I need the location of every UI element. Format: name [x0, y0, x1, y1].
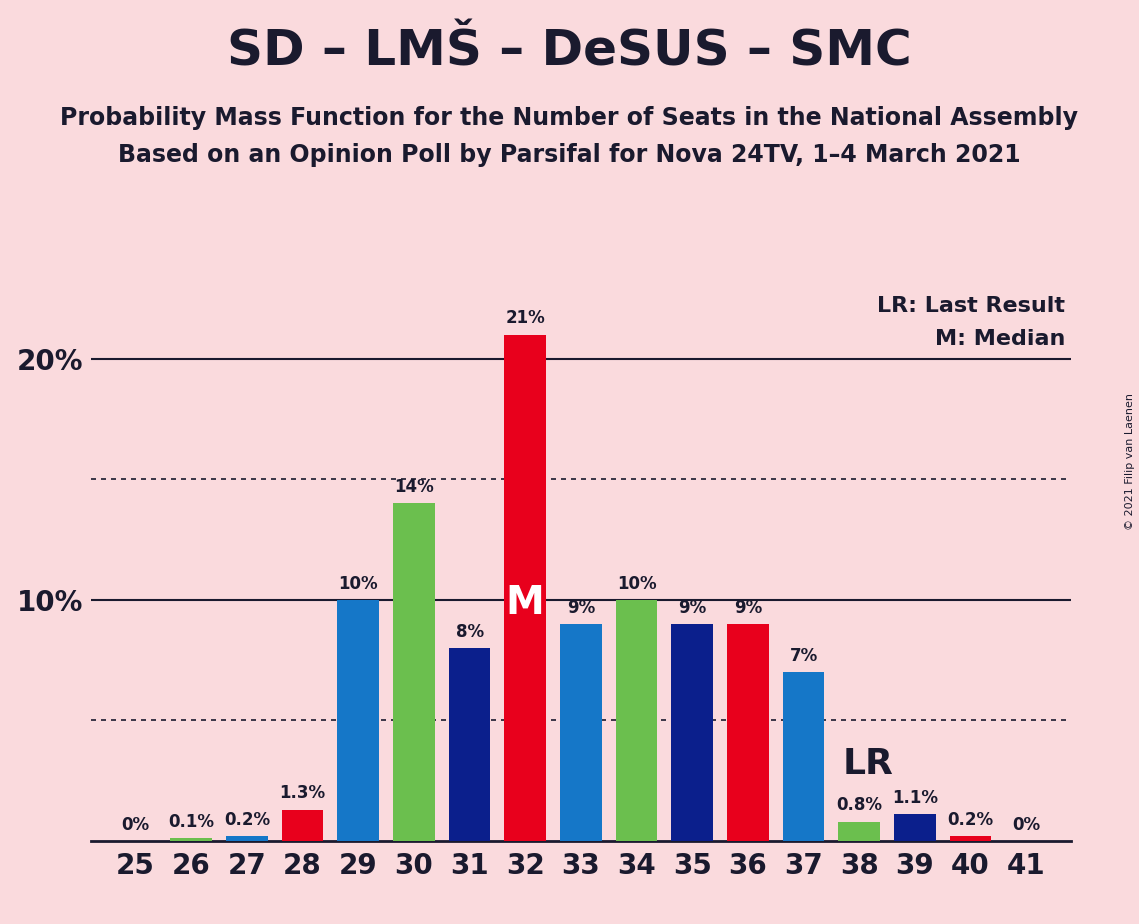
Bar [560, 624, 601, 841]
Bar [449, 648, 491, 841]
Text: 10%: 10% [338, 575, 378, 592]
Bar [393, 504, 435, 841]
Text: SD – LMŠ – DeSUS – SMC: SD – LMŠ – DeSUS – SMC [227, 28, 912, 76]
Text: 0.2%: 0.2% [224, 810, 270, 829]
Bar [671, 624, 713, 841]
Bar [337, 600, 379, 841]
Bar [727, 624, 769, 841]
Text: 7%: 7% [789, 647, 818, 665]
Text: 0%: 0% [122, 816, 149, 833]
Text: © 2021 Filip van Laenen: © 2021 Filip van Laenen [1125, 394, 1134, 530]
Bar [894, 814, 936, 841]
Text: 0.1%: 0.1% [169, 813, 214, 832]
Text: 0.8%: 0.8% [836, 796, 883, 814]
Text: 14%: 14% [394, 478, 434, 496]
Bar [281, 809, 323, 841]
Text: 1.1%: 1.1% [892, 789, 937, 807]
Text: 0%: 0% [1013, 816, 1040, 833]
Bar [226, 836, 268, 841]
Text: LR: Last Result: LR: Last Result [877, 296, 1065, 316]
Text: 1.3%: 1.3% [279, 784, 326, 802]
Bar [505, 334, 546, 841]
Bar [616, 600, 657, 841]
Text: 9%: 9% [567, 599, 595, 616]
Text: 9%: 9% [734, 599, 762, 616]
Bar [782, 672, 825, 841]
Text: Based on an Opinion Poll by Parsifal for Nova 24TV, 1–4 March 2021: Based on an Opinion Poll by Parsifal for… [118, 143, 1021, 167]
Text: M: Median: M: Median [935, 330, 1065, 349]
Text: 0.2%: 0.2% [948, 810, 993, 829]
Text: M: M [506, 584, 544, 622]
Text: LR: LR [843, 747, 893, 781]
Text: Probability Mass Function for the Number of Seats in the National Assembly: Probability Mass Function for the Number… [60, 106, 1079, 130]
Bar [171, 838, 212, 841]
Text: 8%: 8% [456, 623, 484, 640]
Bar [950, 836, 991, 841]
Text: 10%: 10% [616, 575, 656, 592]
Text: 21%: 21% [506, 310, 546, 327]
Bar [838, 821, 880, 841]
Text: 9%: 9% [678, 599, 706, 616]
